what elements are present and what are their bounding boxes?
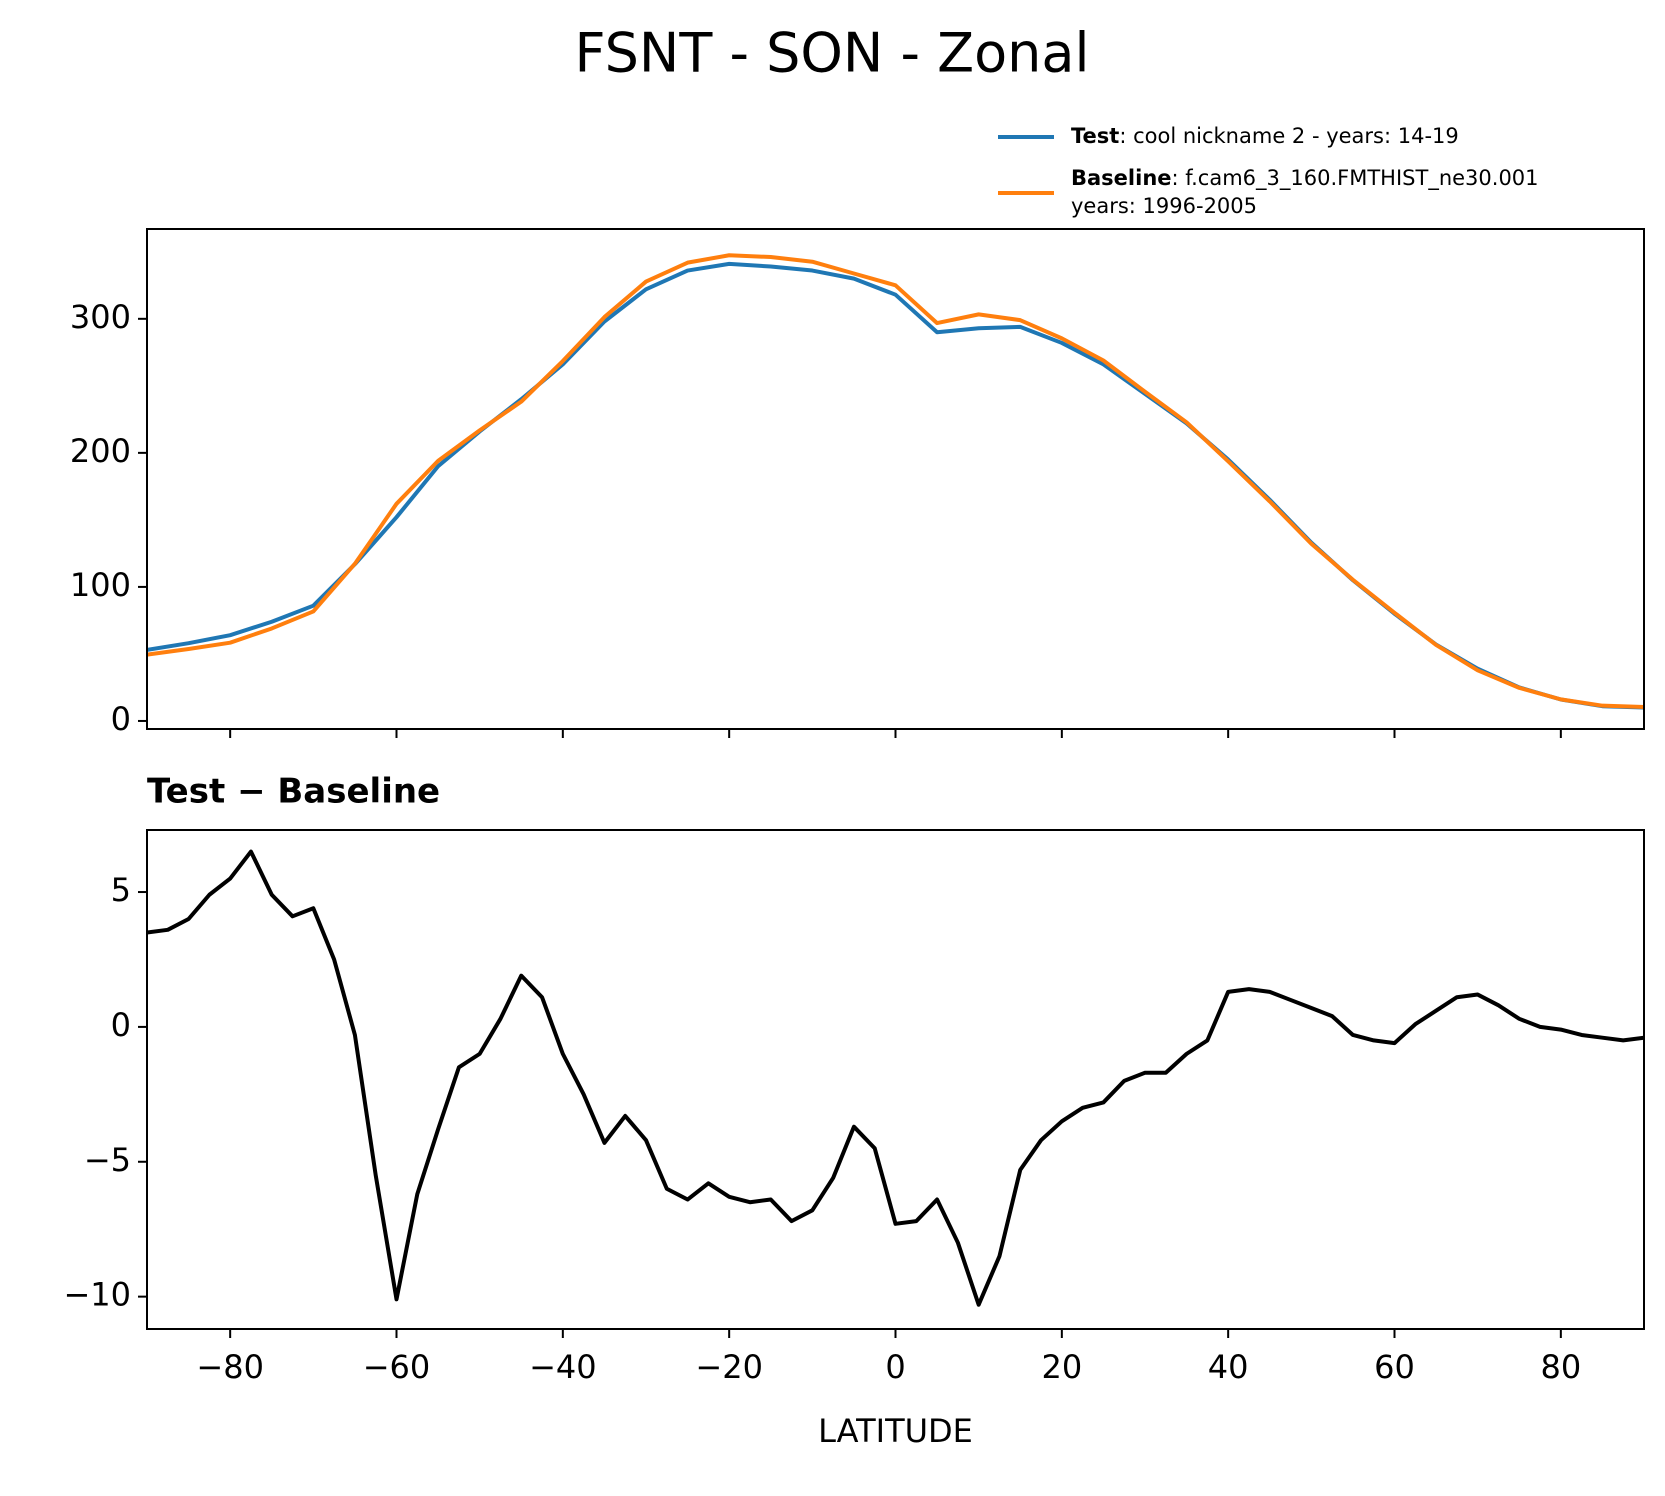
data-line [147, 253, 1644, 710]
x-tick-label: −60 [363, 1348, 431, 1386]
y-tick-label: −5 [84, 1141, 131, 1179]
x-axis-label: LATITUDE [818, 1412, 973, 1450]
axes-frame [146, 829, 1645, 1330]
y-tick-label: 300 [70, 298, 131, 336]
legend-name: Test [1071, 124, 1119, 148]
subplot-title: Test − Baseline [147, 772, 440, 812]
legend-description: : cool nickname 2 - years: 14-19 [1119, 124, 1458, 148]
y-tick-label: 5 [111, 871, 131, 909]
legend-label: years: 1996-2005 [1071, 194, 1257, 218]
legend-label: Baseline: f.cam6_3_160.FMTHIST_ne30.001 [1071, 166, 1539, 191]
x-tick-label: −80 [196, 1348, 264, 1386]
y-tick-label: 200 [70, 432, 131, 470]
legend-label: Test: cool nickname 2 - years: 14-19 [1071, 124, 1459, 148]
data-line [147, 261, 1644, 710]
legend-description: : f.cam6_3_160.FMTHIST_ne30.001 [1172, 166, 1539, 191]
axes-frame [146, 228, 1645, 730]
y-tick-label: −10 [63, 1276, 131, 1314]
figure-title: FSNT - SON - Zonal [575, 22, 1090, 85]
x-tick-label: 80 [1540, 1348, 1581, 1386]
y-tick-label: 100 [70, 566, 131, 604]
x-tick-label: 0 [885, 1348, 905, 1386]
y-tick-label: 0 [111, 1006, 131, 1044]
x-tick-label: 20 [1041, 1348, 1082, 1386]
legend-name: Baseline [1071, 166, 1172, 190]
data-line [147, 849, 1644, 1307]
x-tick-label: 40 [1208, 1348, 1249, 1386]
x-tick-label: −40 [529, 1348, 597, 1386]
y-tick-label: 0 [111, 700, 131, 738]
x-tick-label: −20 [695, 1348, 763, 1386]
x-tick-label: 60 [1374, 1348, 1415, 1386]
legend-description: years: 1996-2005 [1071, 194, 1257, 218]
